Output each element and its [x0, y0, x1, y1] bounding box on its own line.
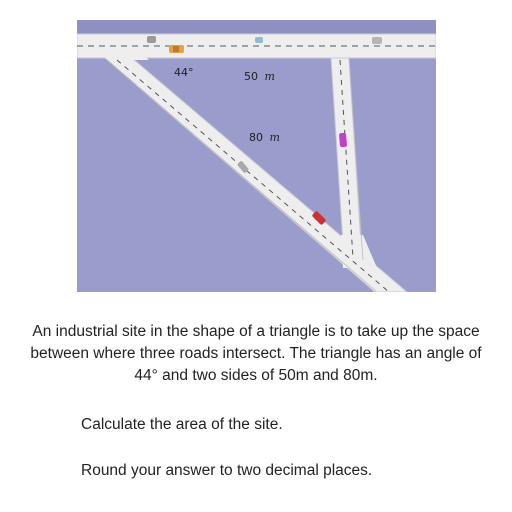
- grey-car-icon: [147, 36, 156, 43]
- side-b-value: 80: [249, 131, 263, 144]
- problem-statement: An industrial site in the shape of a tri…: [0, 321, 512, 387]
- junction: [341, 235, 377, 268]
- red-car-icon: [312, 211, 326, 225]
- side-b-label: 80 m: [249, 131, 280, 144]
- instruction-text: Round your answer to two decimal places.: [81, 462, 373, 479]
- angle-label: 44°: [174, 66, 194, 79]
- top-left-junction: [101, 50, 149, 60]
- side-a-unit: m: [265, 70, 275, 83]
- triangle-roads-diagram: 44° 50 m 80 m: [77, 20, 436, 292]
- road-edge-left: [105, 58, 377, 292]
- side-a-value: 50: [244, 70, 258, 83]
- side-a-label: 50 m: [244, 70, 275, 83]
- white-car-icon: [372, 37, 382, 44]
- sky-strip: [77, 20, 436, 34]
- problem-text: An industrial site in the shape of a tri…: [30, 323, 482, 384]
- magenta-car-icon: [339, 132, 347, 148]
- side-b-unit: m: [270, 131, 280, 144]
- orange-car-icon: [169, 45, 184, 53]
- teal-car-icon: [255, 37, 263, 43]
- question-text: Calculate the area of the site.: [81, 416, 283, 433]
- road-edge-right: [348, 57, 364, 261]
- vertical-lane-marking: [339, 59, 354, 259]
- diagonal-grey-car-icon: [237, 161, 249, 173]
